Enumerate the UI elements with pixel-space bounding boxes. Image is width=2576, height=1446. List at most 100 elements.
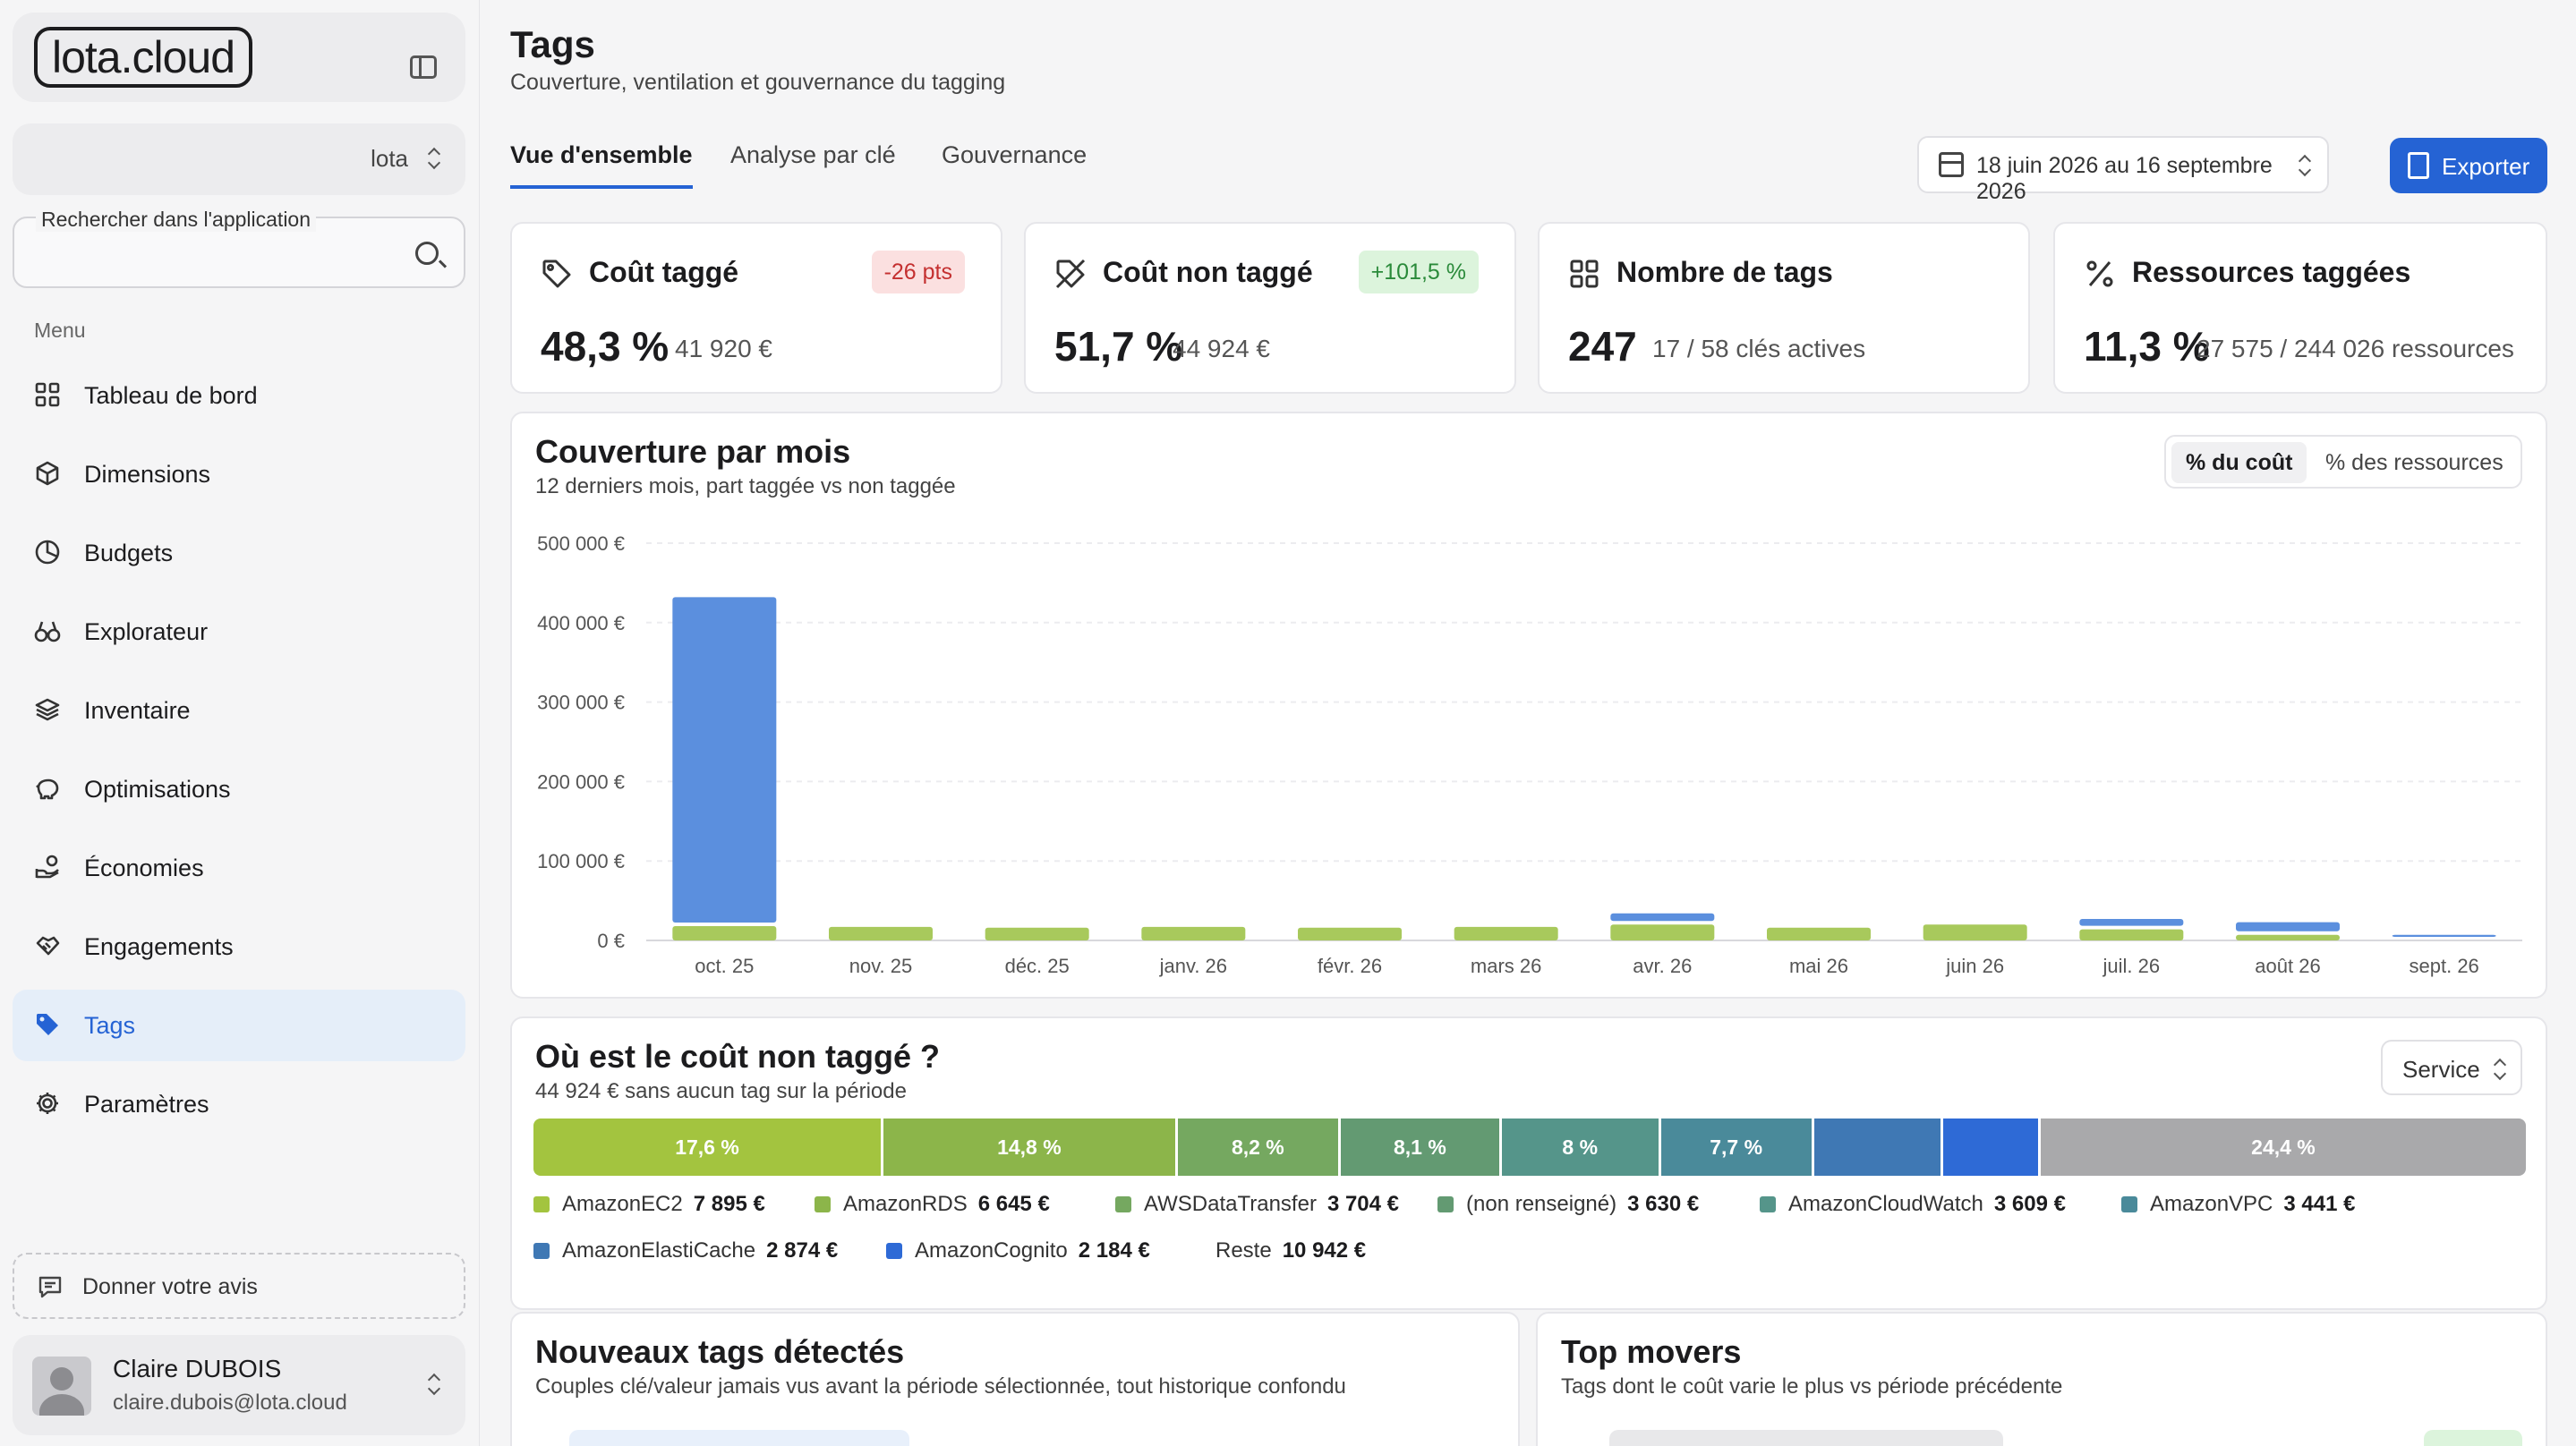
sidebar-item-tableau-de-bord[interactable]: Tableau de bord xyxy=(13,360,465,431)
feedback-label: Donner votre avis xyxy=(82,1274,258,1299)
y-tick-label: 100 000 € xyxy=(537,850,625,872)
sidebar-item-tags[interactable]: Tags xyxy=(13,990,465,1061)
kpi-sub: 27 575 / 244 026 ressources xyxy=(2196,335,2514,362)
top-movers-title: Top movers xyxy=(1561,1333,1742,1370)
grid-icon xyxy=(1570,259,1599,288)
kpi-title: Coût non taggé xyxy=(1103,256,1313,288)
kpi-value: 11,3 % xyxy=(2084,323,2210,370)
toggle-cost-share[interactable]: % du coût xyxy=(2171,442,2307,483)
group-by-select[interactable]: Service xyxy=(2381,1040,2522,1095)
x-tick-label: sept. 26 xyxy=(2410,955,2479,977)
sidebar-item-optimisations[interactable]: Optimisations xyxy=(13,753,465,825)
legend-item: AmazonElastiCache 2 874 € xyxy=(533,1238,838,1263)
grid-icon xyxy=(35,382,60,407)
kpi-badge: +101,5 % xyxy=(1358,251,1479,293)
coverage-card: Couverture par mois 12 derniers mois, pa… xyxy=(510,412,2547,999)
x-tick-label: oct. 25 xyxy=(695,955,754,977)
avatar xyxy=(32,1357,91,1416)
share-segment[interactable]: 7,7 % xyxy=(1660,1119,1812,1176)
feedback-button[interactable]: Donner votre avis xyxy=(13,1253,465,1319)
chart-bar xyxy=(672,926,777,940)
share-segment[interactable] xyxy=(1813,1119,1941,1176)
share-segment[interactable]: 14,8 % xyxy=(883,1119,1175,1176)
date-range-text: 18 juin 2026 au 16 septembre 2026 xyxy=(1976,153,2273,204)
search-input[interactable]: Rechercher dans l'application xyxy=(13,208,465,288)
sidebar-item-label: Dimensions xyxy=(84,461,211,488)
untagged-title: Où est le coût non taggé ? xyxy=(535,1038,941,1075)
sidebar-item-dimensions[interactable]: Dimensions xyxy=(13,438,465,510)
share-segment[interactable]: 8 % xyxy=(1501,1119,1659,1176)
sidebar-toggle-icon[interactable] xyxy=(410,55,437,79)
coverage-title: Couverture par mois xyxy=(535,433,851,470)
date-range-picker[interactable]: 18 juin 2026 au 16 septembre 2026 xyxy=(1917,136,2329,204)
sidebar-item-parametres[interactable]: Paramètres xyxy=(13,1068,465,1140)
export-label: Exporter xyxy=(2442,153,2530,180)
untagged-card: Où est le coût non taggé ? 44 924 € sans… xyxy=(510,1016,2547,1310)
chart-bar xyxy=(1298,927,1402,940)
x-tick-label: févr. 26 xyxy=(1318,955,1382,977)
search-icon[interactable] xyxy=(415,242,439,265)
legend-name: AWSDataTransfer xyxy=(1144,1192,1317,1216)
legend-swatch xyxy=(1760,1196,1776,1212)
sidebar-item-budgets[interactable]: Budgets xyxy=(13,517,465,589)
tab-analyse-par-cle[interactable]: Analyse par clé xyxy=(730,141,896,168)
share-segment[interactable]: 17,6 % xyxy=(533,1119,881,1176)
coverage-subtitle: 12 derniers mois, part taggée vs non tag… xyxy=(535,474,956,498)
legend-item: (non renseigné) 3 630 € xyxy=(1437,1192,1699,1217)
sidebar-item-explorateur[interactable]: Explorateur xyxy=(13,596,465,668)
sidebar-item-label: Inventaire xyxy=(84,697,191,724)
tab-vue-ensemble[interactable]: Vue d'ensemble xyxy=(510,141,693,189)
new-tags-chip xyxy=(569,1430,909,1446)
kpi-value: 48,3 % xyxy=(541,323,670,370)
search-label: Rechercher dans l'application xyxy=(36,208,317,232)
legend-item: AWSDataTransfer 3 704 € xyxy=(1115,1192,1399,1217)
y-tick-label: 200 000 € xyxy=(537,770,625,793)
chart-bar xyxy=(1454,926,1558,940)
org-switcher[interactable]: lota xyxy=(13,123,465,195)
legend-value: 3 441 € xyxy=(2283,1192,2356,1216)
legend-swatch xyxy=(2121,1196,2137,1212)
legend-swatch xyxy=(1115,1196,1131,1212)
sidebar-item-engagements[interactable]: Engagements xyxy=(13,911,465,982)
legend-value: 3 630 € xyxy=(1627,1192,1700,1216)
sidebar-item-economies[interactable]: Économies xyxy=(13,832,465,904)
hand-coins-icon xyxy=(35,855,59,879)
user-menu[interactable]: Claire DUBOIS claire.dubois@lota.cloud xyxy=(13,1335,465,1435)
x-tick-label: mai 26 xyxy=(1789,955,1848,977)
legend-name: AmazonEC2 xyxy=(562,1192,683,1216)
chart-bar xyxy=(2079,929,2184,940)
chart-bar xyxy=(1767,927,1871,940)
sidebar-item-label: Économies xyxy=(84,855,204,881)
tag-icon xyxy=(542,259,571,288)
handshake-icon xyxy=(36,936,60,956)
export-button[interactable]: Exporter xyxy=(2390,138,2547,193)
chart-bar xyxy=(2079,919,2184,926)
x-tick-label: juil. 26 xyxy=(2103,955,2161,977)
toggle-resources-share[interactable]: % des ressources xyxy=(2325,450,2503,475)
share-segment[interactable]: 8,2 % xyxy=(1177,1119,1338,1176)
sidebar-item-inventaire[interactable]: Inventaire xyxy=(13,675,465,746)
logo-bar: lota.cloud xyxy=(13,13,465,102)
chart-bar xyxy=(2236,922,2340,931)
new-tags-subtitle: Couples clé/valeur jamais vus avant la p… xyxy=(535,1374,1346,1399)
legend-name: AmazonVPC xyxy=(2150,1192,2273,1216)
share-segment[interactable]: 8,1 % xyxy=(1340,1119,1499,1176)
kpi-title: Coût taggé xyxy=(589,256,739,288)
share-segment[interactable] xyxy=(1943,1119,2038,1176)
org-name: lota xyxy=(371,145,408,172)
tab-gouvernance[interactable]: Gouvernance xyxy=(942,141,1088,168)
pie-icon xyxy=(35,540,60,565)
top-movers-badge xyxy=(2424,1430,2522,1446)
app-logo[interactable]: lota.cloud xyxy=(34,27,253,88)
kpi-card-tagged-resources: Ressources taggées 11,3 % 27 575 / 244 0… xyxy=(2053,222,2547,394)
menu-heading: Menu xyxy=(34,319,86,342)
y-tick-label: 500 000 € xyxy=(537,532,625,555)
legend-item: AmazonCognito 2 184 € xyxy=(886,1238,1150,1263)
legend-item: AmazonCloudWatch 3 609 € xyxy=(1760,1192,2066,1217)
top-movers-card: Top movers Tags dont le coût varie le pl… xyxy=(1536,1312,2547,1446)
sidebar-item-label: Tableau de bord xyxy=(84,382,258,409)
kpi-sub: 17 / 58 clés actives xyxy=(1652,335,1866,362)
share-segment[interactable]: 24,4 % xyxy=(2040,1119,2526,1176)
legend-name: AmazonElastiCache xyxy=(562,1238,756,1263)
legend-name: (non renseigné) xyxy=(1466,1192,1617,1216)
